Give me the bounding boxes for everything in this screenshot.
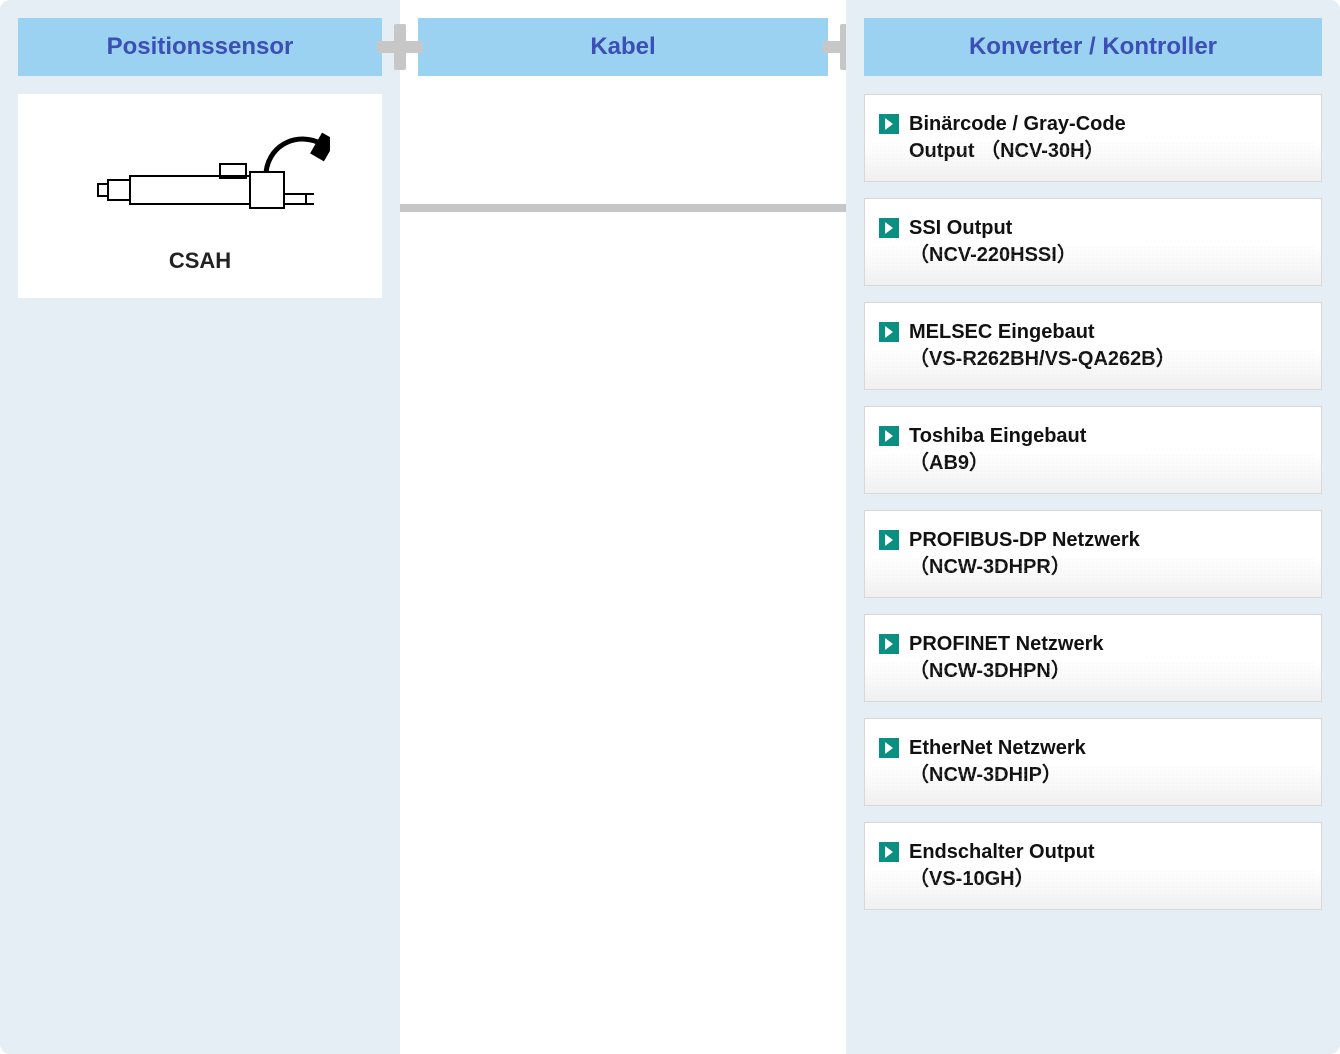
arrow-right-icon [879, 634, 899, 654]
converter-link-label: PROFIBUS-DP Netzwerk（NCW-3DHPR） [909, 527, 1140, 581]
converter-link-label: Toshiba Eingebaut（AB9） [909, 423, 1086, 477]
converter-link-label: SSI Output（NCV-220HSSI） [909, 215, 1077, 269]
column-konverter: Konverter / Kontroller Binärcode / Gray-… [846, 0, 1340, 1054]
converter-link[interactable]: SSI Output（NCV-220HSSI） [864, 198, 1322, 286]
column-positionssensor: Positionssensor [0, 0, 400, 1054]
sensor-caption: CSAH [28, 248, 372, 274]
plus-icon [377, 24, 423, 70]
arrow-right-icon [879, 530, 899, 550]
arrow-right-icon [879, 114, 899, 134]
arrow-right-icon [879, 842, 899, 862]
sensor-card: CSAH [18, 94, 382, 298]
arrow-right-icon [879, 738, 899, 758]
converter-link-label: Binärcode / Gray-CodeOutput （NCV-30H） [909, 111, 1126, 165]
converter-link-label: PROFINET Netzwerk（NCW-3DHPN） [909, 631, 1103, 685]
converter-link-label: Endschalter Output（VS-10GH） [909, 839, 1095, 893]
converter-link[interactable]: MELSEC Eingebaut（VS-R262BH/VS-QA262B） [864, 302, 1322, 390]
header-positionssensor: Positionssensor [18, 18, 382, 76]
converter-link[interactable]: Endschalter Output（VS-10GH） [864, 822, 1322, 910]
arrow-right-icon [879, 426, 899, 446]
converter-link[interactable]: PROFINET Netzwerk（NCW-3DHPN） [864, 614, 1322, 702]
converter-link-label: EtherNet Netzwerk（NCW-3DHIP） [909, 735, 1086, 789]
connector-line [400, 204, 846, 212]
arrow-right-icon [879, 322, 899, 342]
converter-link[interactable]: PROFIBUS-DP Netzwerk（NCW-3DHPR） [864, 510, 1322, 598]
converter-link-list: Binärcode / Gray-CodeOutput （NCV-30H） SSI… [846, 94, 1340, 910]
column-kabel: Kabel [400, 0, 846, 1054]
header-konverter: Konverter / Kontroller [864, 18, 1322, 76]
converter-link[interactable]: Binärcode / Gray-CodeOutput （NCV-30H） [864, 94, 1322, 182]
converter-link[interactable]: Toshiba Eingebaut（AB9） [864, 406, 1322, 494]
header-kabel: Kabel [418, 18, 828, 76]
arrow-right-icon [879, 218, 899, 238]
converter-link-label: MELSEC Eingebaut（VS-R262BH/VS-QA262B） [909, 319, 1176, 373]
sensor-diagram [70, 114, 330, 234]
converter-link[interactable]: EtherNet Netzwerk（NCW-3DHIP） [864, 718, 1322, 806]
